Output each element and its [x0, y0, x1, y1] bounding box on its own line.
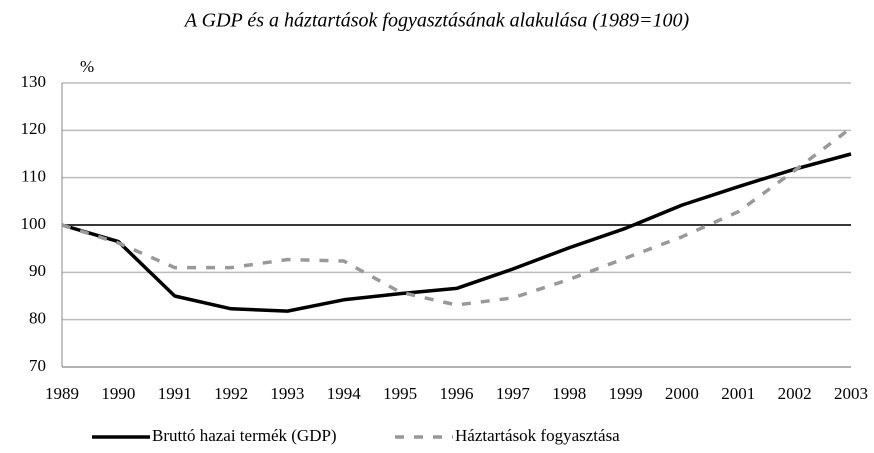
y-tick-label: 110: [21, 167, 46, 186]
chart-title: A GDP és a háztartások fogyasztásának al…: [183, 10, 690, 32]
x-tick-label: 1997: [496, 384, 531, 403]
x-tick-label: 1992: [214, 384, 248, 403]
y-tick-label: 130: [21, 72, 47, 91]
y-tick-label: 90: [29, 261, 46, 280]
y-tick-label: 120: [21, 119, 47, 138]
x-tick-label: 1990: [101, 384, 135, 403]
x-tick-label: 1998: [552, 384, 586, 403]
x-tick-label: 1991: [158, 384, 192, 403]
x-tick-label: 1996: [440, 384, 474, 403]
y-unit: %: [80, 57, 94, 76]
y-tick-label: 80: [29, 309, 46, 328]
x-tick-label: 1989: [45, 384, 79, 403]
x-tick-label: 1993: [270, 384, 304, 403]
y-tick-label: 70: [29, 356, 46, 375]
legend-label: Háztartások fogyasztása: [455, 426, 620, 445]
line-series: [61, 152, 852, 313]
x-tick-label: 2001: [721, 384, 755, 403]
x-tick-label: 1995: [383, 384, 417, 403]
x-tick-label: 2000: [665, 384, 699, 403]
line-series: [61, 126, 853, 307]
legend-label: Bruttó hazai termék (GDP): [152, 426, 337, 445]
x-tick-label: 1994: [327, 384, 362, 403]
x-tick-label: 1999: [609, 384, 643, 403]
x-tick-label: 2003: [834, 384, 868, 403]
x-tick-label: 2002: [778, 384, 812, 403]
y-tick-label: 100: [21, 214, 47, 233]
